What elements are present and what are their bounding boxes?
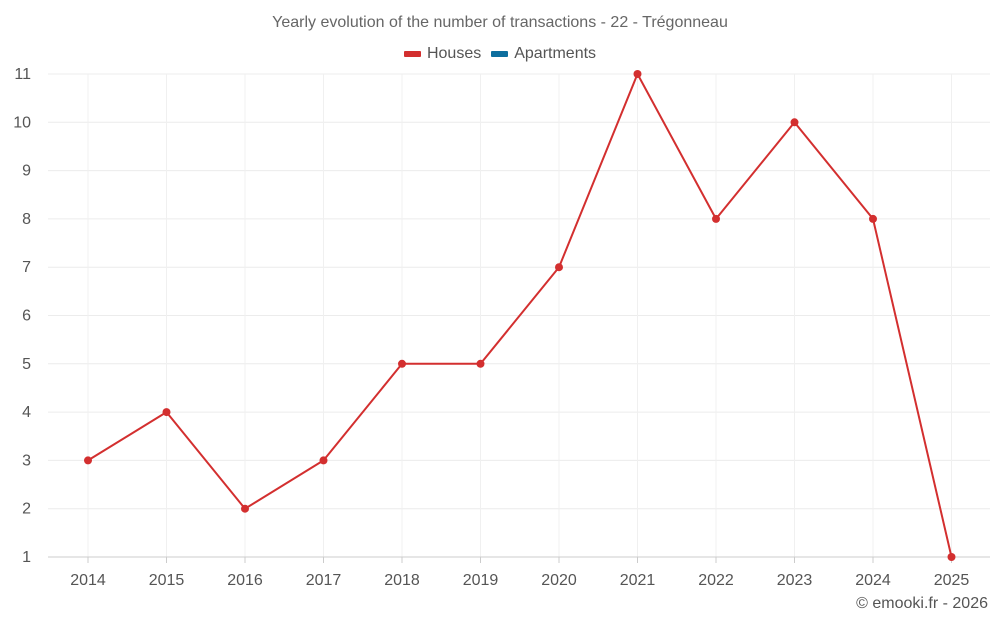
- chart-series: [84, 70, 956, 561]
- footer-credit: © emooki.fr - 2026: [856, 595, 988, 612]
- y-tick-label: 5: [22, 356, 31, 373]
- data-point-houses[interactable]: [947, 553, 956, 561]
- legend-item-houses[interactable]: Houses: [403, 45, 482, 63]
- x-tick-label: 2022: [698, 572, 734, 589]
- data-point-houses[interactable]: [633, 70, 642, 78]
- data-point-houses[interactable]: [869, 214, 877, 223]
- data-point-houses[interactable]: [84, 456, 92, 465]
- legend-item-apartments[interactable]: Apartments: [491, 45, 596, 63]
- data-point-houses[interactable]: [241, 504, 249, 513]
- y-tick-label: 6: [22, 308, 31, 325]
- data-point-houses[interactable]: [319, 456, 328, 465]
- x-tick-label: 2015: [149, 572, 185, 589]
- data-point-houses[interactable]: [790, 118, 799, 127]
- y-tick-label: 7: [22, 259, 31, 276]
- data-point-houses[interactable]: [555, 263, 563, 272]
- x-tick-label: 2017: [306, 572, 342, 589]
- legend-label-houses: Houses: [426, 45, 482, 62]
- series-line-houses: [87, 73, 953, 558]
- x-tick-label: 2018: [384, 572, 420, 589]
- y-tick-label: 4: [22, 404, 31, 421]
- y-axis-tick-labels: 1 2 3 4 5 6 7 8 9 10 11: [13, 66, 31, 566]
- x-tick-label: 2016: [227, 572, 263, 589]
- x-tick-label: 2014: [70, 572, 106, 589]
- x-tick-label: 2019: [463, 572, 499, 589]
- y-tick-label: 8: [22, 211, 31, 228]
- y-tick-label: 9: [22, 163, 31, 180]
- y-tick-label: 3: [22, 452, 31, 469]
- chart-title: Yearly evolution of the number of transa…: [272, 14, 728, 31]
- x-tick-label: 2021: [620, 572, 656, 589]
- data-point-houses[interactable]: [162, 408, 171, 417]
- x-tick-label: 2025: [934, 572, 970, 589]
- x-tick-label: 2020: [541, 572, 577, 589]
- y-tick-label: 10: [13, 114, 31, 131]
- chart-gridlines: [48, 73, 990, 558]
- y-tick-label: 1: [22, 549, 31, 566]
- chart-axes: [48, 556, 990, 563]
- chart-legend: Houses Apartments: [0, 45, 1000, 63]
- y-tick-label: 2: [22, 501, 31, 518]
- x-tick-label: 2024: [855, 572, 891, 589]
- data-point-houses[interactable]: [398, 359, 406, 368]
- legend-label-apartments: Apartments: [514, 45, 597, 62]
- y-tick-label: 11: [14, 66, 31, 83]
- legend-swatch-houses: [403, 51, 421, 57]
- x-axis-tick-labels: 2014 2015 2016 2017 2018 2019 2020 2021 2022 2023…: [70, 572, 969, 589]
- legend-swatch-apartments: [491, 51, 509, 57]
- x-tick-label: 2023: [777, 572, 813, 589]
- data-point-houses[interactable]: [712, 214, 720, 223]
- data-point-houses[interactable]: [476, 359, 485, 368]
